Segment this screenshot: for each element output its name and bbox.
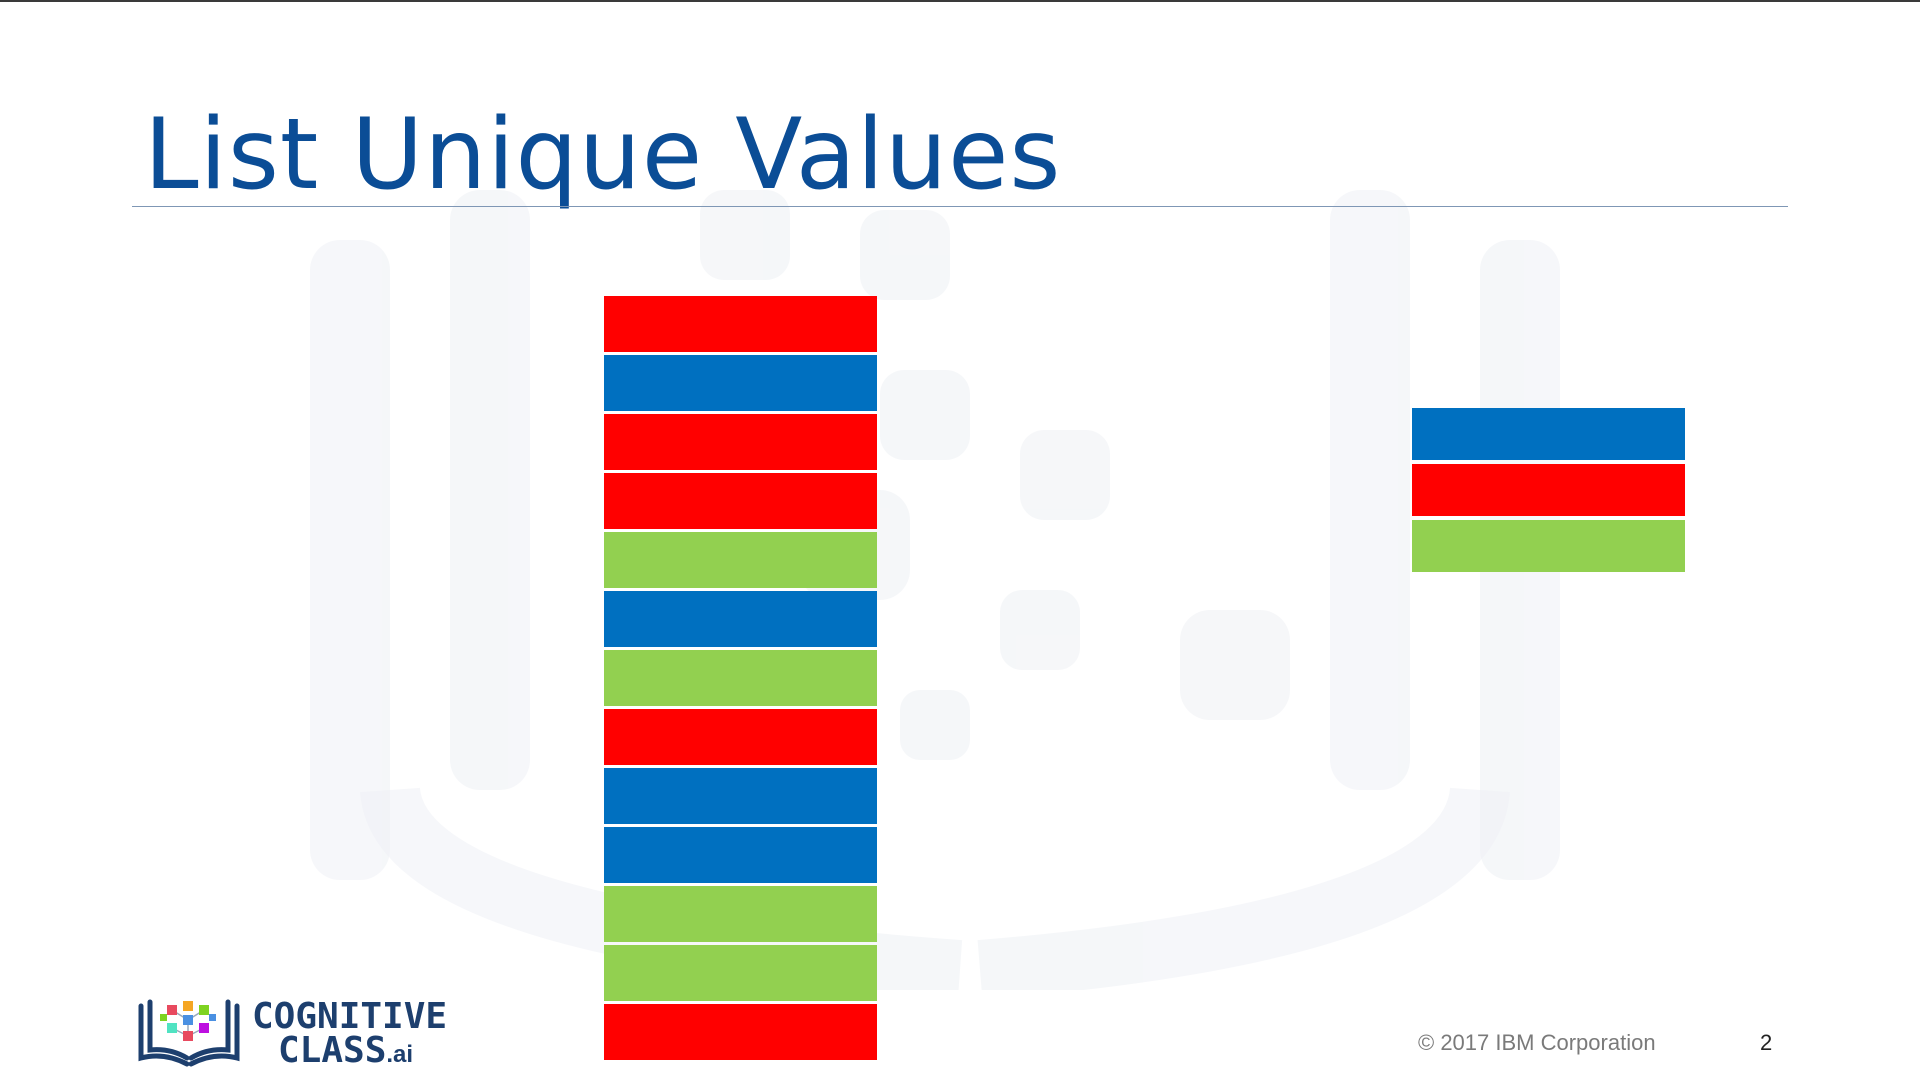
value-green-block — [604, 532, 877, 588]
copyright-text: © 2017 IBM Corporation — [1418, 1030, 1656, 1055]
cognitive-class-watermark-icon — [310, 190, 1560, 990]
value-red-block — [604, 709, 877, 765]
unique-blue-block — [1412, 408, 1685, 460]
value-red-block — [604, 473, 877, 529]
value-blue-block — [604, 355, 877, 411]
value-green-block — [604, 650, 877, 706]
unique-green-block — [1412, 520, 1685, 572]
values-column — [604, 296, 877, 1063]
top-border — [0, 0, 1920, 2]
open-book-network-icon — [138, 999, 240, 1067]
cognitive-class-logo: COGNITIVE CLASS.ai — [136, 996, 456, 1072]
value-blue-block — [604, 591, 877, 647]
value-blue-block — [604, 768, 877, 824]
logo-word-cognitive: COGNITIVE — [252, 996, 448, 1037]
slide-title: List Unique Values — [144, 98, 1062, 212]
unique-values-column — [1412, 408, 1685, 576]
value-green-block — [604, 886, 877, 942]
logo-word-class: CLASS.ai — [278, 1032, 413, 1074]
value-red-block — [604, 1004, 877, 1060]
value-green-block — [604, 945, 877, 1001]
logo-class-text: CLASS — [278, 1030, 387, 1071]
page-number: 2 — [1760, 1030, 1773, 1055]
title-divider — [132, 206, 1788, 207]
logo-suffix: .ai — [386, 1041, 414, 1068]
value-blue-block — [604, 827, 877, 883]
value-red-block — [604, 296, 877, 352]
unique-red-block — [1412, 464, 1685, 516]
value-red-block — [604, 414, 877, 470]
